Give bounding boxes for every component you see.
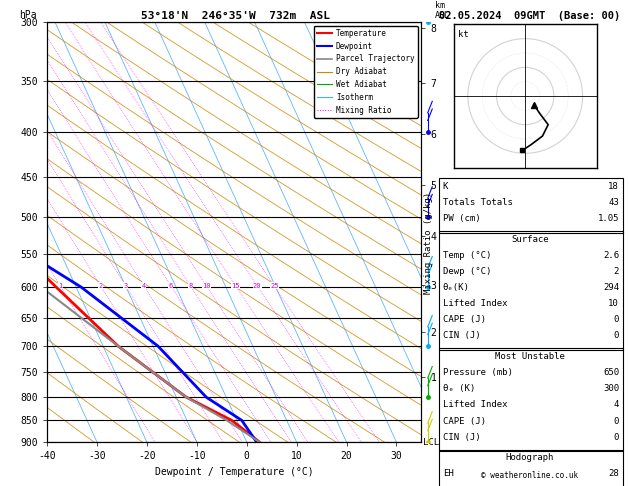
Text: 02.05.2024  09GMT  (Base: 00): 02.05.2024 09GMT (Base: 00) <box>439 11 621 21</box>
Text: 10: 10 <box>202 283 211 289</box>
Text: CIN (J): CIN (J) <box>443 331 481 341</box>
Text: Hodograph: Hodograph <box>506 453 554 463</box>
Text: km
ASL: km ASL <box>435 1 450 20</box>
Bar <box>439 178 623 233</box>
Text: 3: 3 <box>123 283 128 289</box>
Text: 1.05: 1.05 <box>598 214 619 224</box>
Text: 300: 300 <box>603 384 619 394</box>
Bar <box>439 348 623 451</box>
Text: CAPE (J): CAPE (J) <box>443 315 486 325</box>
Text: 8: 8 <box>188 283 192 289</box>
Text: 10: 10 <box>608 299 619 309</box>
Text: 0: 0 <box>614 315 619 325</box>
Text: LCL: LCL <box>423 438 439 447</box>
Text: Temp (°C): Temp (°C) <box>443 251 491 260</box>
Text: 25: 25 <box>270 283 279 289</box>
Text: PW (cm): PW (cm) <box>443 214 481 224</box>
Text: 2: 2 <box>98 283 103 289</box>
Text: θₑ(K): θₑ(K) <box>443 283 470 293</box>
Legend: Temperature, Dewpoint, Parcel Trajectory, Dry Adiabat, Wet Adiabat, Isotherm, Mi: Temperature, Dewpoint, Parcel Trajectory… <box>314 26 418 118</box>
Bar <box>439 231 623 350</box>
Text: CAPE (J): CAPE (J) <box>443 417 486 426</box>
Text: 43: 43 <box>608 198 619 208</box>
Text: 2.6: 2.6 <box>603 251 619 260</box>
X-axis label: Dewpoint / Temperature (°C): Dewpoint / Temperature (°C) <box>155 467 314 477</box>
Text: 53°18'N  246°35'W  732m  ASL: 53°18'N 246°35'W 732m ASL <box>142 11 330 21</box>
Text: Lifted Index: Lifted Index <box>443 299 507 309</box>
Text: Most Unstable: Most Unstable <box>495 352 565 362</box>
Text: 28: 28 <box>608 469 619 479</box>
Text: 1: 1 <box>58 283 62 289</box>
Text: 4: 4 <box>142 283 146 289</box>
Bar <box>439 450 623 486</box>
Text: Totals Totals: Totals Totals <box>443 198 513 208</box>
Text: Dewp (°C): Dewp (°C) <box>443 267 491 277</box>
Text: Mixing Ratio (g/kg): Mixing Ratio (g/kg) <box>425 192 433 294</box>
Text: Lifted Index: Lifted Index <box>443 400 507 410</box>
Text: 6: 6 <box>169 283 173 289</box>
Text: 650: 650 <box>603 368 619 378</box>
Text: K: K <box>443 182 448 191</box>
Text: 20: 20 <box>253 283 262 289</box>
Text: 294: 294 <box>603 283 619 293</box>
Text: 0: 0 <box>614 331 619 341</box>
Text: Surface: Surface <box>511 235 548 244</box>
Text: 18: 18 <box>608 182 619 191</box>
Text: CIN (J): CIN (J) <box>443 433 481 442</box>
Text: kt: kt <box>458 30 469 39</box>
Text: 2: 2 <box>614 267 619 277</box>
Text: 0: 0 <box>614 417 619 426</box>
Text: 15: 15 <box>231 283 240 289</box>
Text: hPa: hPa <box>19 10 36 20</box>
Text: © weatheronline.co.uk: © weatheronline.co.uk <box>481 471 579 480</box>
Text: Pressure (mb): Pressure (mb) <box>443 368 513 378</box>
Text: θₑ (K): θₑ (K) <box>443 384 475 394</box>
Text: 4: 4 <box>614 400 619 410</box>
Text: 0: 0 <box>614 433 619 442</box>
Text: EH: EH <box>443 469 454 479</box>
